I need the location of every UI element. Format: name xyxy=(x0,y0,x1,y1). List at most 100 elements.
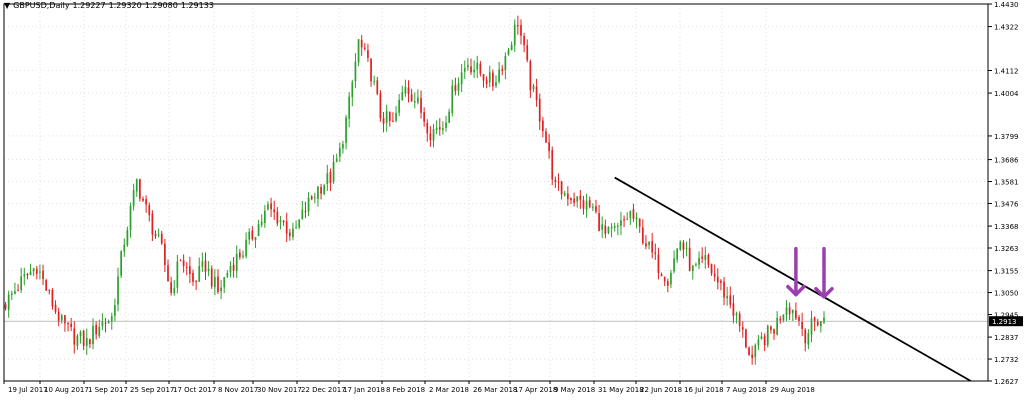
candle xyxy=(89,338,91,349)
candle xyxy=(198,257,201,283)
candle xyxy=(554,176,557,188)
date-label: 10 Aug 2017 xyxy=(44,386,89,394)
candle xyxy=(710,263,713,276)
candle xyxy=(729,286,732,309)
candle xyxy=(813,316,816,332)
candle xyxy=(64,315,66,332)
candle xyxy=(329,168,332,191)
candle xyxy=(320,183,322,200)
candle xyxy=(467,57,469,71)
candle xyxy=(532,83,535,93)
candle xyxy=(26,272,29,280)
candle xyxy=(298,219,301,230)
candle xyxy=(101,313,104,331)
candle xyxy=(660,272,663,277)
candle xyxy=(442,121,444,135)
trend-line xyxy=(614,176,972,382)
candle xyxy=(432,123,435,148)
candle xyxy=(120,250,123,278)
candle xyxy=(164,238,166,273)
candle xyxy=(395,106,397,123)
candle xyxy=(723,277,725,306)
candle xyxy=(576,196,579,208)
candle xyxy=(463,60,466,79)
candle xyxy=(560,180,563,200)
candle xyxy=(301,200,304,220)
candle xyxy=(263,205,266,228)
candle xyxy=(429,126,432,147)
candle xyxy=(192,269,194,286)
candle xyxy=(582,195,585,215)
price-label: 1.4322 xyxy=(994,24,1019,32)
candle xyxy=(779,315,782,324)
candle xyxy=(57,307,60,327)
candle xyxy=(548,133,550,159)
candle xyxy=(7,290,10,318)
candle xyxy=(348,92,351,128)
candle xyxy=(370,57,372,87)
candle xyxy=(820,321,822,333)
candle xyxy=(313,192,316,204)
candle xyxy=(526,39,529,63)
candle xyxy=(492,69,494,91)
candle xyxy=(388,111,391,127)
candle xyxy=(273,200,276,221)
candle xyxy=(126,226,129,248)
candle xyxy=(741,321,744,338)
date-label: 16 Jul 2018 xyxy=(684,386,724,394)
candle xyxy=(591,203,594,212)
candle xyxy=(479,60,482,77)
price-label: 1.2732 xyxy=(994,356,1019,364)
candle xyxy=(35,266,38,280)
candle xyxy=(745,328,747,349)
candle xyxy=(95,321,98,340)
price-label: 1.4004 xyxy=(994,90,1019,98)
candle xyxy=(132,183,135,211)
candle xyxy=(32,267,35,277)
candle xyxy=(67,321,69,332)
date-label: 22 Dec 2017 xyxy=(301,386,346,394)
candle xyxy=(485,76,488,89)
chart-header: ▼ GBPUSD,Daily 1.29227 1.29320 1.29080 1.2913… xyxy=(4,1,217,10)
candle xyxy=(707,253,710,268)
candle xyxy=(654,243,657,260)
date-label: 30 Nov 2017 xyxy=(257,386,302,394)
candle xyxy=(213,269,216,296)
candle xyxy=(557,173,560,191)
candle xyxy=(520,19,522,45)
symbol-label: GBPUSD,Daily xyxy=(13,1,70,10)
candle xyxy=(257,219,260,237)
candle xyxy=(385,104,388,132)
date-label: 17 Oct 2017 xyxy=(173,386,216,394)
candle xyxy=(189,256,191,284)
candle xyxy=(151,210,154,242)
candle xyxy=(232,257,235,278)
candle xyxy=(776,311,779,336)
candle xyxy=(104,317,107,333)
candle xyxy=(254,236,257,249)
candle xyxy=(641,219,644,245)
candle xyxy=(317,186,319,207)
candle xyxy=(763,333,766,352)
candle xyxy=(123,238,126,257)
candle xyxy=(410,88,413,102)
candle xyxy=(17,284,19,292)
candle xyxy=(285,212,288,242)
candle xyxy=(788,302,791,321)
candle xyxy=(598,204,600,232)
candle xyxy=(760,332,763,340)
candle xyxy=(423,107,426,127)
candle xyxy=(70,317,73,332)
candle xyxy=(476,55,479,78)
candle xyxy=(76,333,79,350)
candle xyxy=(460,63,463,93)
candle xyxy=(498,61,500,84)
candle xyxy=(54,300,57,314)
candle xyxy=(632,203,635,222)
price-label: 1.2945 xyxy=(994,312,1019,320)
candle xyxy=(14,282,16,295)
candle xyxy=(588,196,591,209)
candle xyxy=(51,288,54,310)
candle xyxy=(620,211,622,236)
